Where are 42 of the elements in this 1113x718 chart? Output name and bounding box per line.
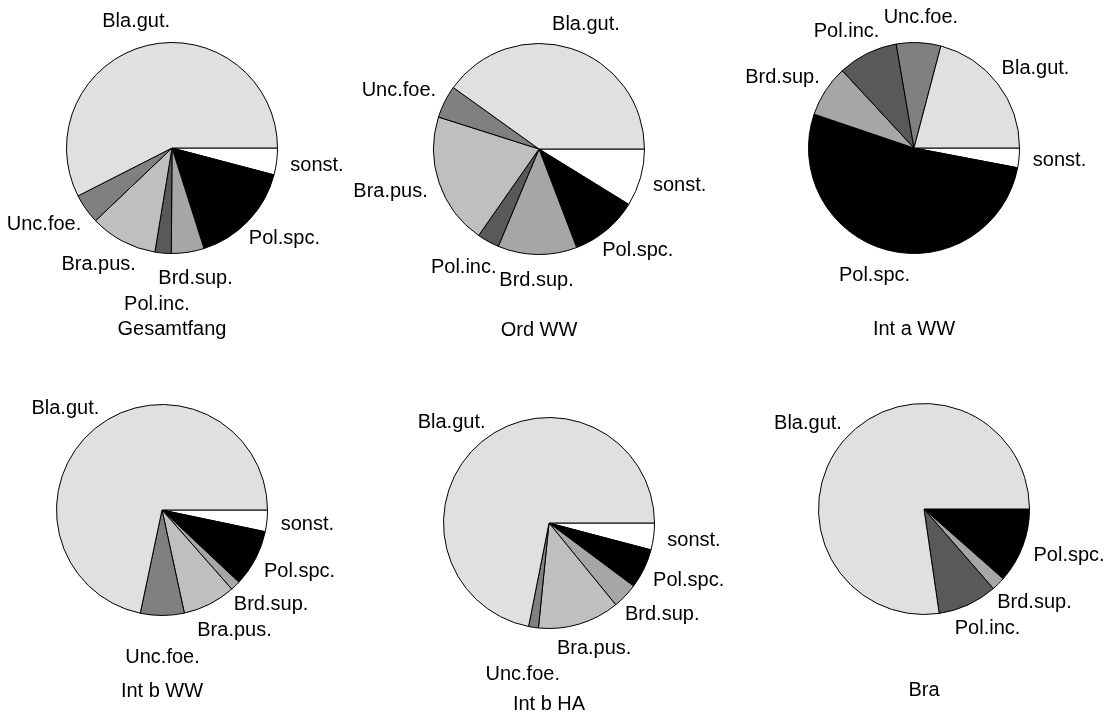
slice-label: Pol.inc. <box>954 616 1021 639</box>
slice-label: Bla.gut. <box>1001 56 1070 79</box>
slice-label: Unc.foe. <box>125 645 200 668</box>
slice-label: Bra.pus. <box>353 179 428 202</box>
slice-label: Brd.sup. <box>499 268 574 290</box>
slice-label: Pol.spc. <box>838 262 911 285</box>
slice-label: Pol.inc. <box>430 255 497 278</box>
slice-label: Pol.spc. <box>653 567 725 590</box>
slice-label: Pol.inc. <box>124 292 190 315</box>
slice-label: Bla.gut. <box>417 409 486 432</box>
slice-label: Bla.gut. <box>774 411 842 434</box>
slice-label: Bla.gut. <box>31 396 100 419</box>
slice-label: sonst. <box>1032 148 1087 171</box>
slice-label: Pol.spc. <box>248 226 320 249</box>
slice-label: Brd.sup. <box>158 265 233 288</box>
slice-label: Unc.foe. <box>883 5 959 28</box>
text: Int b HA <box>512 692 586 715</box>
text: Ord WW <box>500 318 578 341</box>
slice-label: Bra.pus. <box>197 618 272 641</box>
slice-label: Bra.pus. <box>61 251 136 274</box>
slice-label: Bla.gut. <box>552 12 620 35</box>
slice-label: Pol.spc. <box>1033 543 1105 566</box>
text: Int b WW <box>120 679 204 702</box>
slice-label: Unc.foe. <box>6 211 82 234</box>
slice-label: Bla.gut. <box>102 8 171 31</box>
slice-label: sonst. <box>652 172 707 195</box>
slice-label: Brd.sup. <box>625 601 700 624</box>
slice-label: Unc.foe. <box>361 78 437 101</box>
slice-label: sonst. <box>290 152 344 175</box>
text: Gesamtfang <box>117 317 227 340</box>
slice-label: Brd.sup. <box>997 589 1072 612</box>
slice-label: Brd.sup. <box>745 64 820 87</box>
slice-label: Pol.spc. <box>602 237 674 260</box>
slice-label: sonst. <box>280 511 335 534</box>
slice-label: Brd.sup. <box>233 592 309 615</box>
slice-label: Pol.spc. <box>263 558 336 581</box>
text: Int a WW <box>872 317 956 340</box>
slice-label: sonst. <box>667 527 721 550</box>
slice-label: Bra.pus. <box>556 636 632 659</box>
slice-label: Unc.foe. <box>485 662 560 685</box>
slice-label: Pol.inc. <box>813 18 880 41</box>
text: Bra <box>908 678 941 701</box>
